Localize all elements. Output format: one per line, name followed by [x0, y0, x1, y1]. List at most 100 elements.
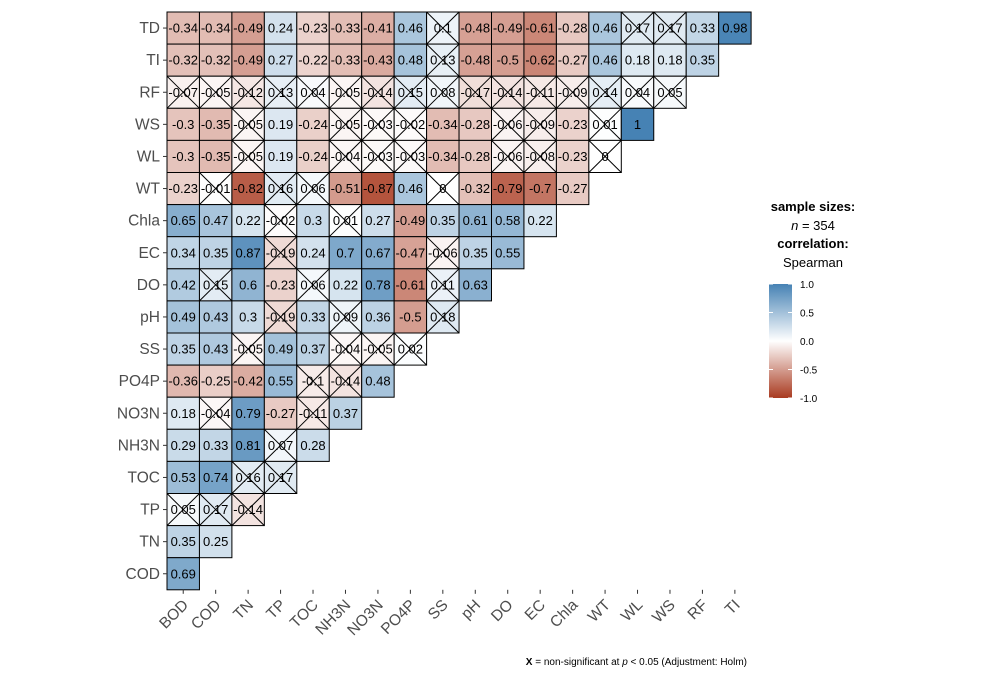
nonsig-cross-line — [426, 300, 460, 334]
heatmap-cell: -0.82 — [231, 172, 265, 206]
cell-value-label: 0.05 — [657, 85, 682, 100]
heatmap-cell: -0.14 — [491, 75, 525, 109]
cell-rect — [296, 204, 330, 238]
cell-rect — [328, 268, 363, 302]
cell-value-label: -0.49 — [493, 21, 523, 36]
cell-value-label: -0.06 — [493, 117, 523, 132]
y-tick-label: Chla — [128, 213, 160, 230]
heatmap-cell: 0.46 — [588, 43, 622, 77]
heatmap-cell: 0.55 — [263, 364, 298, 398]
cell-value-label: 0.17 — [657, 21, 682, 36]
cell-value-label: 0.17 — [203, 502, 228, 517]
heatmap-cell: -0.19 — [263, 236, 298, 270]
cell-rect — [296, 107, 330, 141]
heatmap-cell: -0.09 — [555, 75, 590, 109]
y-tick-label: TOC — [128, 469, 160, 486]
heatmap-cell: 0.35 — [685, 43, 720, 77]
legend: sample sizes: n = 354 correlation: Spear… — [769, 199, 855, 405]
legend-method: Spearman — [783, 255, 843, 270]
cell-value-label: 0.43 — [203, 309, 228, 324]
cell-value-label: -0.32 — [168, 53, 198, 68]
heatmap-cell: -0.23 — [263, 268, 298, 302]
heatmap-cell: -0.32 — [458, 172, 492, 206]
heatmap-cell: 0.35 — [198, 236, 233, 270]
legend-correlation-title: correlation: — [777, 236, 849, 251]
y-tick-label: NO3N — [117, 405, 160, 422]
cell-value-label: 0.7 — [336, 245, 354, 260]
cell-value-label: -0.03 — [363, 149, 393, 164]
heatmap-cell: 0.35 — [458, 236, 492, 270]
cell-rect — [426, 107, 460, 141]
cell-value-label: -0.05 — [201, 85, 231, 100]
cell-value-label: -0.09 — [558, 85, 588, 100]
heatmap-cell: 0.19 — [263, 107, 298, 141]
cell-rect — [620, 43, 655, 77]
cell-value-label: -0.14 — [331, 374, 361, 389]
heatmap-cell: 0.17 — [263, 460, 298, 494]
nonsig-cross-line — [263, 461, 298, 494]
heatmap-cell: -0.51 — [328, 172, 363, 206]
heatmap-cell: 0.49 — [166, 300, 200, 334]
caption: X = non-significant at p < 0.05 (Adjustm… — [526, 657, 747, 668]
cell-rect — [458, 236, 492, 270]
heatmap-cell: -0.07 — [166, 75, 200, 109]
cell-value-label: -0.32 — [201, 53, 231, 68]
nonsig-cross-line — [263, 172, 298, 205]
cell-value-label: -0.41 — [363, 21, 393, 36]
heatmap-cell: 0.81 — [231, 428, 265, 462]
cell-rect — [263, 107, 298, 141]
heatmap-cell: 0.06 — [296, 172, 330, 206]
cell-value-label: 0.58 — [495, 213, 520, 228]
caption-x-mark: X — [526, 657, 533, 668]
cell-value-label: 0.17 — [625, 21, 650, 36]
heatmap-cell: 0.46 — [393, 11, 428, 45]
cell-rect — [620, 107, 655, 141]
cell-value-label: 0.13 — [430, 53, 455, 68]
heatmap-cell: -0.19 — [263, 300, 298, 334]
heatmap-cell: -0.32 — [198, 43, 233, 77]
cell-value-label: 0.22 — [235, 213, 260, 228]
heatmap-cell: 0.61 — [458, 204, 492, 238]
cell-value-label: 0.35 — [690, 53, 715, 68]
cell-value-label: 0.79 — [235, 406, 260, 421]
cell-rect — [491, 172, 525, 206]
heatmap-cell: -0.24 — [296, 107, 330, 141]
y-tick-label: TP — [140, 502, 160, 519]
nonsig-cross-line — [199, 493, 233, 526]
cell-value-label: -0.49 — [233, 21, 263, 36]
heatmap-cell: 0.06 — [296, 268, 330, 302]
cell-value-label: -0.34 — [201, 21, 231, 36]
cell-value-label: 0.3 — [239, 309, 257, 324]
cell-rect — [263, 396, 298, 430]
nonsig-cross-line — [620, 75, 655, 109]
heatmap-cell: 0.69 — [166, 557, 200, 591]
cell-value-label: 0.19 — [268, 117, 293, 132]
cell-value-label: 0.11 — [431, 277, 455, 292]
cell-rect — [231, 204, 265, 238]
nonsig-cross-line — [588, 107, 622, 141]
x-tick-label: RF — [685, 597, 712, 624]
cell-value-label: -0.5 — [399, 309, 421, 324]
nonsig-cross-line — [426, 236, 460, 270]
heatmap-cell: -0.14 — [361, 75, 395, 109]
cell-rect — [361, 300, 395, 334]
heatmap-cell: 0.16 — [263, 172, 298, 206]
heatmap-cell: 0.48 — [361, 364, 395, 398]
nonsig-cross-line — [491, 107, 525, 141]
x-tick-label: WS — [649, 597, 679, 627]
heatmap-cell: 0.17 — [198, 493, 233, 527]
cell-rect — [328, 43, 363, 77]
cell-value-label: 0.43 — [203, 342, 228, 357]
heatmap-cell: 0.28 — [296, 428, 330, 462]
cell-value-label: 0.47 — [203, 213, 228, 228]
heatmap-cell: 0.17 — [653, 11, 687, 45]
heatmap-cell: -0.27 — [263, 396, 298, 430]
cell-value-label: 0.46 — [398, 21, 423, 36]
heatmap-cell: 0.19 — [263, 139, 298, 173]
cell-value-label: 0.22 — [528, 213, 553, 228]
heatmap-cell: -0.23 — [555, 107, 590, 141]
heatmap-cell: 0.24 — [296, 236, 330, 270]
cell-value-label: -0.24 — [298, 117, 328, 132]
heatmap-cell: -0.11 — [296, 396, 330, 430]
